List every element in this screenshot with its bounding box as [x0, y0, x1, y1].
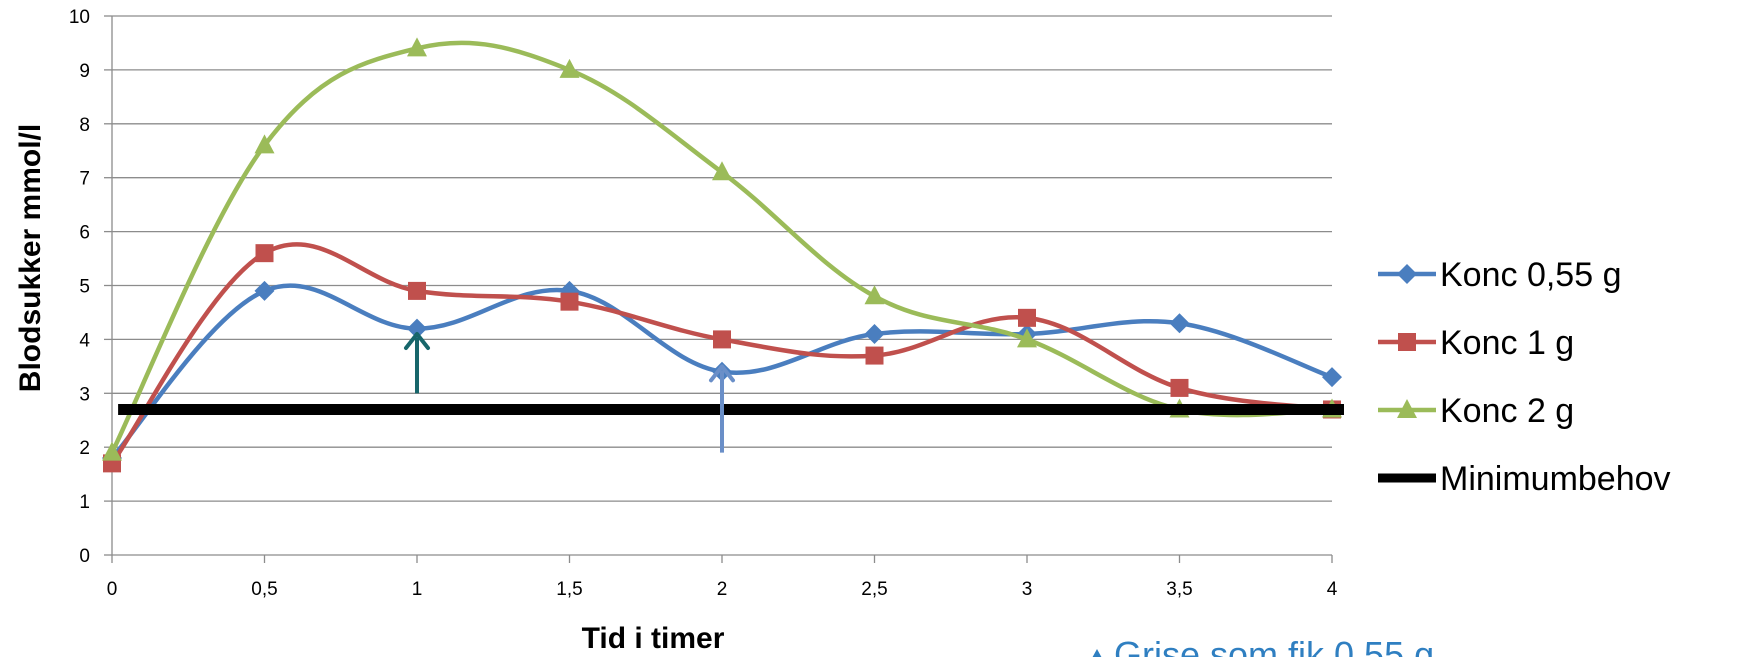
x-tick-label: 3,5 — [1166, 579, 1192, 600]
y-tick-label: 7 — [79, 169, 90, 190]
square-marker — [865, 346, 884, 365]
x-axis-title: Tid i timer — [582, 622, 725, 655]
annotations — [404, 332, 735, 453]
diamond-marker — [864, 324, 885, 345]
y-tick-label: 2 — [79, 438, 90, 459]
triangle-marker — [712, 161, 732, 181]
series-line — [110, 242, 1333, 465]
x-tick-label: 2 — [717, 579, 728, 600]
square-marker — [408, 281, 426, 300]
y-tick-label: 1 — [79, 492, 90, 513]
diamond-marker — [1322, 367, 1342, 388]
x-tick-label: 4 — [1327, 579, 1338, 600]
square-marker — [1170, 378, 1189, 397]
gridlines — [104, 15, 1333, 563]
triangle-marker — [559, 58, 580, 78]
triangle-marker — [1017, 328, 1037, 348]
legend-item: Minimumbehov — [1378, 460, 1671, 498]
square-marker — [255, 244, 274, 263]
y-tick-label: 5 — [79, 277, 90, 298]
series-line — [110, 283, 1333, 460]
square-marker — [1018, 308, 1036, 327]
triangle-marker — [102, 441, 122, 461]
y-tick-label: 9 — [79, 61, 90, 82]
y-tick-label: 8 — [79, 115, 90, 136]
legend-label: Konc 2 g — [1440, 392, 1574, 430]
square-marker — [560, 292, 579, 311]
arrow — [709, 364, 735, 453]
y-tick-label: 0 — [79, 546, 90, 567]
triangle-marker — [864, 285, 885, 305]
arrow-head — [709, 364, 735, 383]
x-tick-label: 0,5 — [251, 579, 277, 600]
x-tick-label: 0 — [107, 579, 118, 600]
triangle-up-icon — [1092, 649, 1102, 657]
x-tick-label: 1,5 — [556, 579, 582, 600]
y-tick-label: 10 — [69, 7, 90, 28]
square-marker — [1398, 333, 1416, 351]
triangle-marker — [407, 37, 427, 57]
triangle-marker — [1397, 399, 1417, 418]
series-layer — [102, 37, 1344, 473]
legend-item: Konc 1 g — [1378, 324, 1574, 362]
legend: Konc 0,55 g Konc 1 g Konc 2 g Minimumbehov — [1378, 256, 1671, 498]
note-text: Grise som fik 0,55 g — [1114, 634, 1434, 657]
legend-label: Konc 1 g — [1440, 324, 1574, 362]
y-tick-label: 6 — [79, 223, 90, 244]
legend-label: Konc 0,55 g — [1440, 256, 1621, 294]
y-tick-label: 3 — [79, 384, 90, 405]
x-tick-label: 1 — [412, 579, 423, 600]
x-axis-ticks: 0 0,5 1 1,5 2 2,5 3 3,5 4 — [107, 579, 1338, 600]
note: Grise som fik 0,55 g — [1092, 634, 1434, 657]
y-axis-title: Blodsukker mmol/l — [14, 124, 47, 392]
legend-label: Minimumbehov — [1440, 460, 1671, 498]
arrow-head — [404, 332, 430, 351]
diamond-marker — [254, 280, 275, 301]
legend-item: Konc 0,55 g — [1378, 256, 1621, 294]
x-tick-label: 2,5 — [861, 579, 887, 600]
diamond-marker — [1169, 313, 1190, 334]
square-marker — [713, 330, 731, 349]
y-tick-label: 4 — [79, 330, 90, 351]
x-tick-label: 3 — [1022, 579, 1033, 600]
arrow — [404, 332, 430, 394]
y-axis-ticks: 0 1 2 3 4 5 6 7 8 9 10 — [69, 7, 91, 567]
legend-item: Konc 2 g — [1378, 392, 1574, 430]
diamond-marker — [1397, 264, 1417, 284]
diamond-marker — [407, 318, 427, 339]
triangle-marker — [254, 134, 275, 154]
